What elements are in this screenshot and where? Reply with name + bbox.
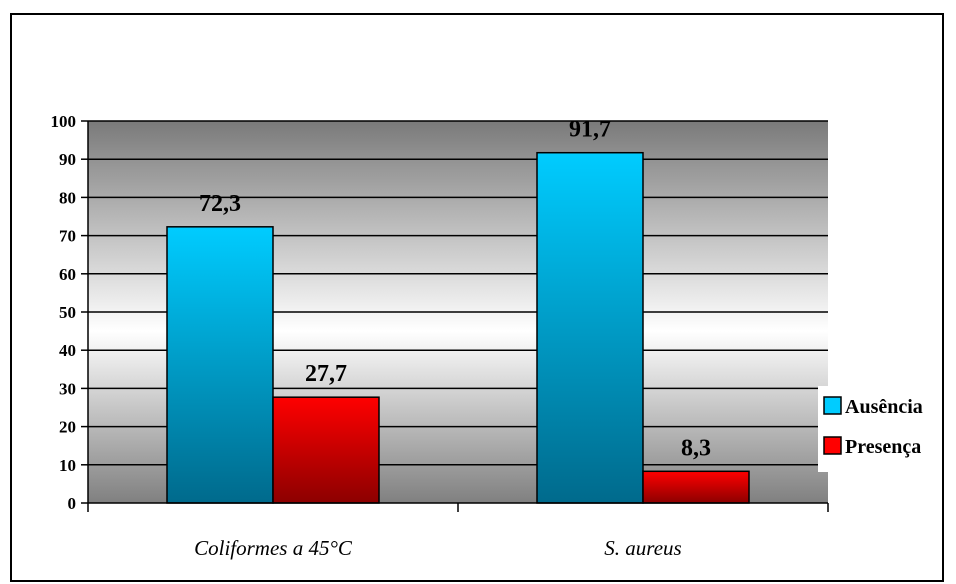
category-labels: Coliformes a 45°C S. aureus [194,536,682,560]
y-tick-label: 10 [59,456,76,475]
legend-label: Ausência [845,396,923,418]
y-tick-label: 50 [59,303,76,322]
legend: Ausência Presença [818,386,940,472]
y-tick-label: 40 [59,341,76,360]
x-category-label: Coliformes a 45°C [194,536,353,560]
bar [536,151,644,504]
bar [642,470,750,504]
legend-label: Presença [845,436,921,458]
y-tick-labels: 0 10 20 30 40 50 60 70 80 90 100 [51,112,77,513]
data-label: 8,3 [681,435,711,461]
y-tick-label: 60 [59,265,76,284]
x-category-label: S. aureus [604,536,681,560]
data-labels: 72,3 27,7 91,7 8,3 [199,117,711,462]
y-tick-label: 80 [59,188,76,207]
axes [81,120,829,512]
y-tick-label: 70 [59,227,76,246]
y-tick-label: 20 [59,418,76,437]
bars [166,151,750,504]
bar [166,226,274,504]
y-tick-label: 30 [59,379,76,398]
y-tick-label: 0 [68,494,77,513]
bar [272,396,380,504]
data-label: 91,7 [569,117,611,143]
y-tick-label: 100 [51,112,77,131]
legend-swatch [823,396,842,415]
data-label: 72,3 [199,191,241,217]
data-label: 27,7 [305,361,347,387]
y-tick-label: 90 [59,150,76,169]
legend-swatch [823,436,842,455]
